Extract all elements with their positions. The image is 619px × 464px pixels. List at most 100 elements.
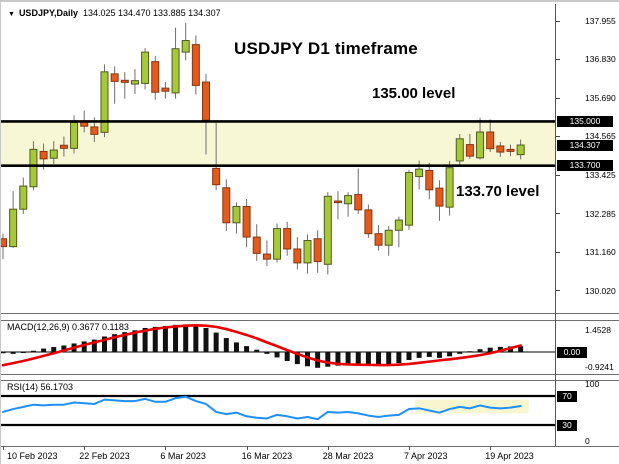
main-panel-border xyxy=(1,313,619,314)
time-tick-mark xyxy=(84,446,86,450)
price-box-133.700: 133.700 xyxy=(557,160,613,172)
macd-bar xyxy=(193,325,199,352)
candle-body xyxy=(151,61,160,93)
candle-body xyxy=(476,131,485,159)
macd-panel-border-top xyxy=(1,320,619,321)
candle-body xyxy=(303,239,312,264)
candle-body xyxy=(364,209,373,235)
candle-body xyxy=(202,81,210,121)
macd-bar xyxy=(81,341,87,352)
macd-bar xyxy=(61,345,67,352)
candle-body xyxy=(384,229,393,246)
candle-body xyxy=(49,149,58,159)
macd-bar xyxy=(345,352,351,365)
candle-body xyxy=(506,148,515,152)
macd-bar xyxy=(142,327,148,352)
price-tick-mark xyxy=(556,135,560,137)
candle-body xyxy=(29,148,38,188)
candle-body xyxy=(59,144,68,149)
macd-bar xyxy=(254,349,260,352)
macd-bar xyxy=(325,352,331,367)
price-tick-label: 137.955 xyxy=(585,16,616,26)
macd-bar xyxy=(294,352,300,365)
macd-signal-line xyxy=(1,324,522,367)
rsi-panel[interactable] xyxy=(1,380,555,446)
candle-body xyxy=(496,145,505,153)
candle-body xyxy=(425,169,434,191)
rsi-level-box-30: 30 xyxy=(557,419,577,431)
rsi-axis-label-0: 0 xyxy=(585,436,590,446)
symbol-dropdown-icon[interactable]: ▼ xyxy=(8,11,15,18)
candle-body xyxy=(130,80,139,85)
candle-body xyxy=(273,228,282,260)
time-tick-mark xyxy=(327,446,329,450)
time-tick-label: 6 Mar 2023 xyxy=(160,451,206,461)
macd-axis-label: -0.9241 xyxy=(585,362,614,373)
macd-bar xyxy=(355,352,361,364)
macd-bar xyxy=(183,324,189,352)
candle-body xyxy=(344,195,353,205)
annotation-1337-level: 133.70 level xyxy=(456,183,540,200)
rsi-axis-label-100: 100 xyxy=(585,379,600,389)
macd-bar xyxy=(396,352,402,364)
candle-body xyxy=(100,71,109,133)
time-axis[interactable]: 10 Feb 2023 22 Feb 2023 6 Mar 2023 16 Mar 2… xyxy=(1,446,619,464)
time-tick-label: 16 Mar 2023 xyxy=(241,451,293,461)
macd-bar xyxy=(244,346,250,352)
time-tick-mark xyxy=(246,446,248,450)
macd-bar xyxy=(406,352,412,361)
candle-body xyxy=(374,233,383,246)
candle-body xyxy=(90,126,99,135)
rsi-level-box-70: 70 xyxy=(557,390,577,402)
candle-body xyxy=(120,79,129,83)
macd-bar xyxy=(477,349,483,352)
time-tick-label: 7 Apr 2023 xyxy=(404,451,448,461)
price-tick-label: 132.285 xyxy=(585,208,616,219)
macd-bar xyxy=(30,350,36,352)
candle-body xyxy=(405,171,413,226)
macd-bar xyxy=(335,352,341,366)
candle-body xyxy=(486,131,495,150)
rsi-panel-border-bottom xyxy=(1,446,619,447)
price-tick-mark xyxy=(556,174,560,176)
time-tick-mark xyxy=(165,446,167,450)
candle-body xyxy=(445,167,454,208)
macd-bar xyxy=(426,352,432,357)
macd-bar xyxy=(162,325,168,352)
candle-body xyxy=(323,195,332,265)
candle-body xyxy=(333,200,342,204)
price-tick-mark xyxy=(556,290,560,292)
candle-body xyxy=(313,238,322,263)
candle-body xyxy=(181,40,190,53)
macd-bar xyxy=(376,352,382,366)
macd-bar xyxy=(112,334,118,352)
candle-body xyxy=(516,144,525,156)
candle-body xyxy=(252,236,261,254)
candle-body xyxy=(70,121,79,149)
price-box-135.000: 135.000 xyxy=(557,115,613,127)
candle-body xyxy=(191,44,200,86)
macd-bar xyxy=(264,352,270,354)
price-tick-mark xyxy=(556,20,560,22)
macd-bar xyxy=(51,347,57,352)
candle-body xyxy=(394,219,403,231)
price-axis[interactable]: 137.955 136.830 135.690 134.565 133.425 132.2… xyxy=(555,2,619,446)
macd-bar xyxy=(284,352,290,361)
price-tick-mark xyxy=(556,251,560,253)
price-tick-mark xyxy=(556,97,560,99)
symbol-ohlc-label: ▼ USDJPY,Daily 134.025 134.470 133.885 13… xyxy=(8,8,221,18)
axis-border xyxy=(555,4,556,446)
macd-bar xyxy=(233,342,239,352)
time-tick-mark xyxy=(490,446,492,450)
price-chart[interactable] xyxy=(1,4,555,313)
price-tick-label: 136.830 xyxy=(585,54,616,65)
candle-body xyxy=(283,228,292,250)
macd-panel[interactable] xyxy=(1,320,555,374)
time-tick-mark xyxy=(409,446,410,450)
macd-bar xyxy=(91,339,97,352)
candle-body xyxy=(293,248,302,264)
candle-body xyxy=(9,208,18,248)
macd-bar xyxy=(173,324,179,352)
macd-axis-label: 1.4528 xyxy=(585,325,611,336)
